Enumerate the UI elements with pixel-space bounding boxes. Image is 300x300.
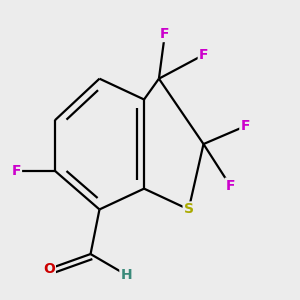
Text: F: F	[11, 164, 21, 178]
Text: F: F	[199, 48, 208, 62]
Text: F: F	[226, 179, 235, 193]
Text: H: H	[120, 268, 132, 282]
Text: O: O	[43, 262, 55, 276]
Text: S: S	[184, 202, 194, 216]
Text: F: F	[240, 119, 250, 133]
Text: F: F	[160, 27, 170, 41]
